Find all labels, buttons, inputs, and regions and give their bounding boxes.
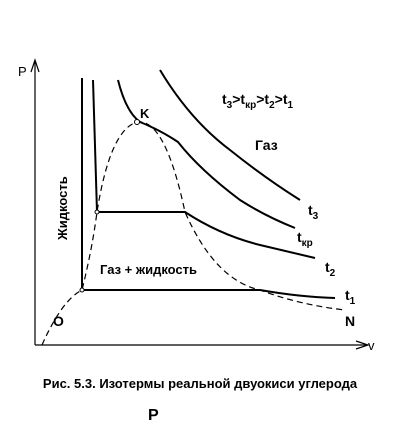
label-base: t: [297, 229, 302, 245]
label-sub: кр: [302, 238, 313, 249]
curve-label: t3: [308, 202, 319, 222]
term-sub: 2: [269, 100, 275, 111]
term-base: t: [222, 91, 227, 107]
term-base: t: [283, 91, 288, 107]
curve-label: t1: [345, 287, 356, 307]
y-arrow: [30, 58, 40, 73]
operator: >: [275, 91, 283, 107]
operator: >: [232, 91, 240, 107]
label-sub: 2: [330, 268, 336, 279]
gas-label: Газ: [255, 137, 278, 153]
critical-point: [134, 119, 140, 125]
curve-label: t2: [325, 259, 336, 279]
term-base: t: [240, 91, 245, 107]
label-sub: 3: [313, 211, 319, 222]
term-sub: кр: [245, 100, 256, 111]
isotherm-tkr: [117, 79, 296, 229]
label-base: t: [345, 287, 350, 303]
point: [79, 287, 85, 293]
caption: Рис. 5.3. Изотермы реальной двуокиси угл…: [43, 376, 358, 391]
label-base: t: [308, 202, 313, 218]
curve-label: tкр: [297, 229, 313, 249]
term-base: t: [264, 91, 269, 107]
liquid-label: Жидкость: [55, 176, 70, 241]
critical-label: K: [140, 106, 150, 121]
x-label: v: [368, 338, 375, 353]
label-sub: 1: [350, 296, 356, 307]
operator: >: [256, 91, 264, 107]
mixture-label: Газ + жидкость: [100, 262, 197, 277]
relation: t3>tкр>t2>t1: [222, 91, 294, 111]
y-label: P: [18, 64, 27, 79]
label-base: t: [325, 259, 330, 275]
footer-fragment: Р: [148, 407, 159, 421]
isotherm-t3: [159, 69, 301, 201]
term-sub: 3: [227, 100, 233, 111]
origin-label: O: [53, 313, 64, 329]
term-sub: 1: [288, 100, 294, 111]
end-label: N: [345, 313, 355, 329]
point: [94, 209, 100, 215]
x-arrow: [355, 340, 370, 350]
isotherm-t2: [92, 79, 316, 259]
